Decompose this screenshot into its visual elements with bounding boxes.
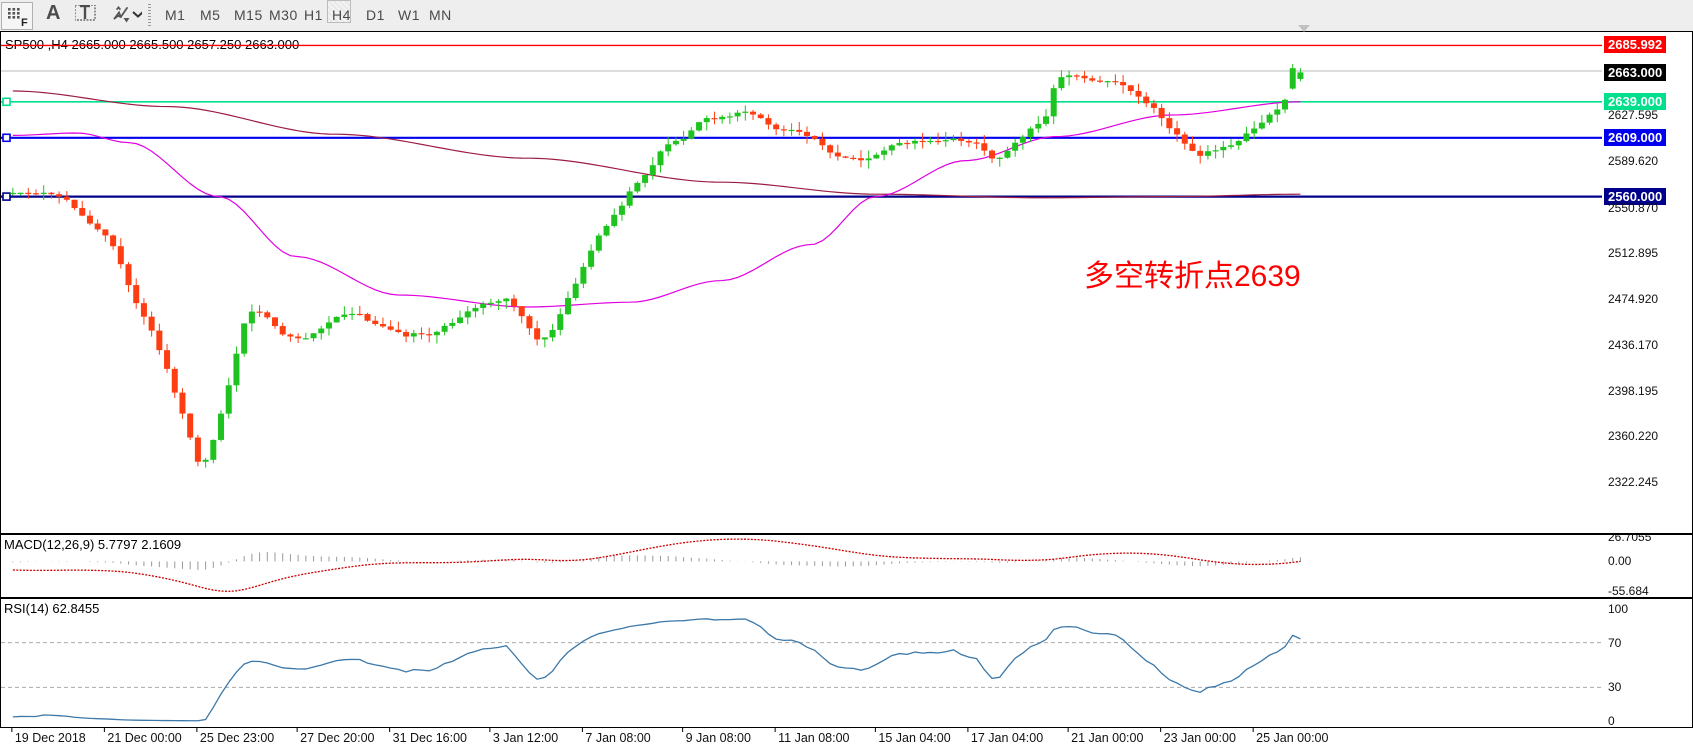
svg-text:SP500 ,H4 2665.000 2665.500 2: SP500 ,H4 2665.000 2665.500 2657.250 266…	[5, 37, 299, 52]
svg-text:多空转折点2639: 多空转折点2639	[1084, 260, 1301, 293]
